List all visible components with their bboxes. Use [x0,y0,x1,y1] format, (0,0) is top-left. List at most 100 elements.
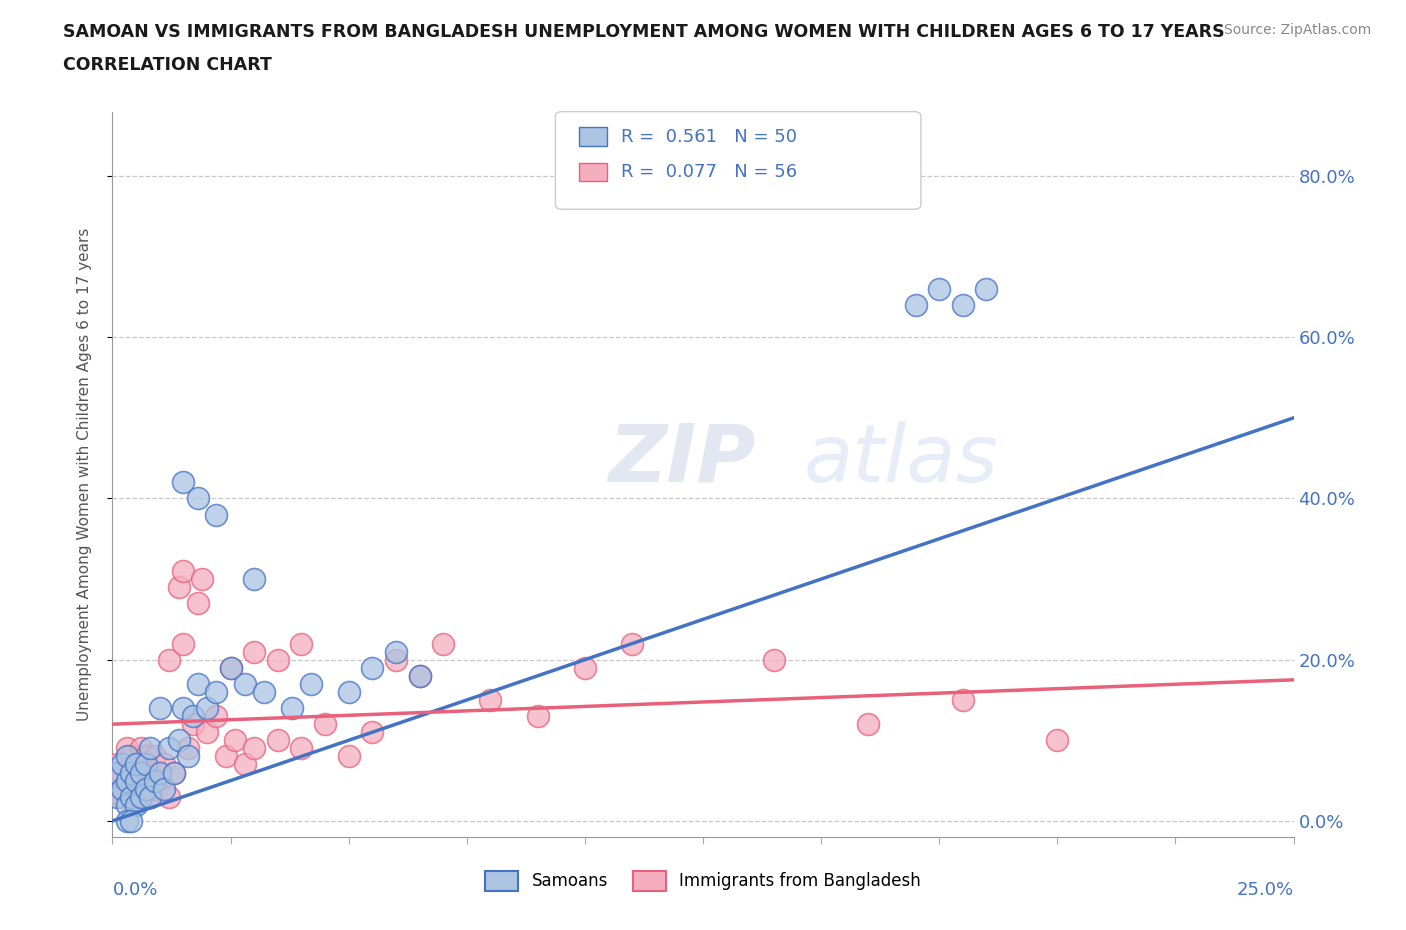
Point [233,676,256,691]
Point [125,773,148,788]
Point [181,717,204,732]
Point [153,781,176,796]
Point [115,741,138,756]
Point [139,765,162,780]
Point [111,757,134,772]
Point [129,741,152,756]
Point [105,757,128,772]
Point [135,757,157,772]
Point [621,636,644,651]
Point [149,700,172,715]
Point [243,572,266,587]
Point [205,709,228,724]
Point [135,749,157,764]
Point [299,676,322,691]
Point [115,773,138,788]
Point [105,765,128,780]
Point [120,749,142,764]
Point [181,709,204,724]
Point [149,773,172,788]
Point [135,781,157,796]
Point [408,669,430,684]
Point [125,757,148,772]
Text: 25.0%: 25.0% [1236,881,1294,898]
Point [408,669,430,684]
Point [858,717,880,732]
Point [139,790,162,804]
Point [111,765,134,780]
Point [253,684,276,699]
Point [143,773,166,788]
Point [125,797,148,812]
Point [186,676,208,691]
Point [219,660,242,675]
Text: R =  0.077   N = 56: R = 0.077 N = 56 [621,163,797,181]
Point [205,507,228,522]
Point [195,700,218,715]
Point [120,814,142,829]
Point [526,709,548,724]
Point [337,749,360,764]
Point [243,741,266,756]
Point [105,790,128,804]
Point [115,749,138,764]
Point [233,757,256,772]
Point [904,298,927,312]
Text: CORRELATION CHART: CORRELATION CHART [63,56,273,73]
Point [177,749,200,764]
Point [120,790,142,804]
Point [385,644,408,659]
Point [281,700,304,715]
Point [479,693,502,708]
Point [105,781,128,796]
Y-axis label: Unemployment Among Women with Children Ages 6 to 17 years: Unemployment Among Women with Children A… [77,228,91,721]
Point [762,652,785,667]
Legend: Samoans, Immigrants from Bangladesh: Samoans, Immigrants from Bangladesh [478,864,928,897]
Point [215,749,238,764]
Text: R =  0.561   N = 50: R = 0.561 N = 50 [621,127,797,146]
Point [120,765,142,780]
Text: ZIP: ZIP [609,420,756,498]
Point [135,781,157,796]
Point [172,636,194,651]
Point [115,814,138,829]
Point [129,773,152,788]
Point [205,684,228,699]
Text: 0.0%: 0.0% [112,881,157,898]
Point [976,282,998,297]
Point [224,733,246,748]
Point [290,636,312,651]
Point [267,652,290,667]
Point [129,790,152,804]
Point [574,660,596,675]
Point [157,741,180,756]
Point [143,781,166,796]
Text: atlas: atlas [803,420,998,498]
Point [219,660,242,675]
Point [361,724,384,739]
Point [149,765,172,780]
Text: Source: ZipAtlas.com: Source: ZipAtlas.com [1223,23,1371,37]
Point [163,765,186,780]
Point [111,781,134,796]
Point [267,733,290,748]
Point [195,724,218,739]
Point [952,693,974,708]
Point [186,596,208,611]
Point [143,749,166,764]
Point [157,790,180,804]
Point [157,652,180,667]
Point [191,572,214,587]
Point [952,298,974,312]
Point [314,717,336,732]
Point [172,564,194,578]
Point [167,579,190,594]
Point [111,790,134,804]
Point [115,773,138,788]
Point [120,781,142,796]
Text: SAMOAN VS IMMIGRANTS FROM BANGLADESH UNEMPLOYMENT AMONG WOMEN WITH CHILDREN AGES: SAMOAN VS IMMIGRANTS FROM BANGLADESH UNE… [63,23,1225,41]
Point [186,491,208,506]
Point [928,282,950,297]
Point [337,684,360,699]
Point [177,741,200,756]
